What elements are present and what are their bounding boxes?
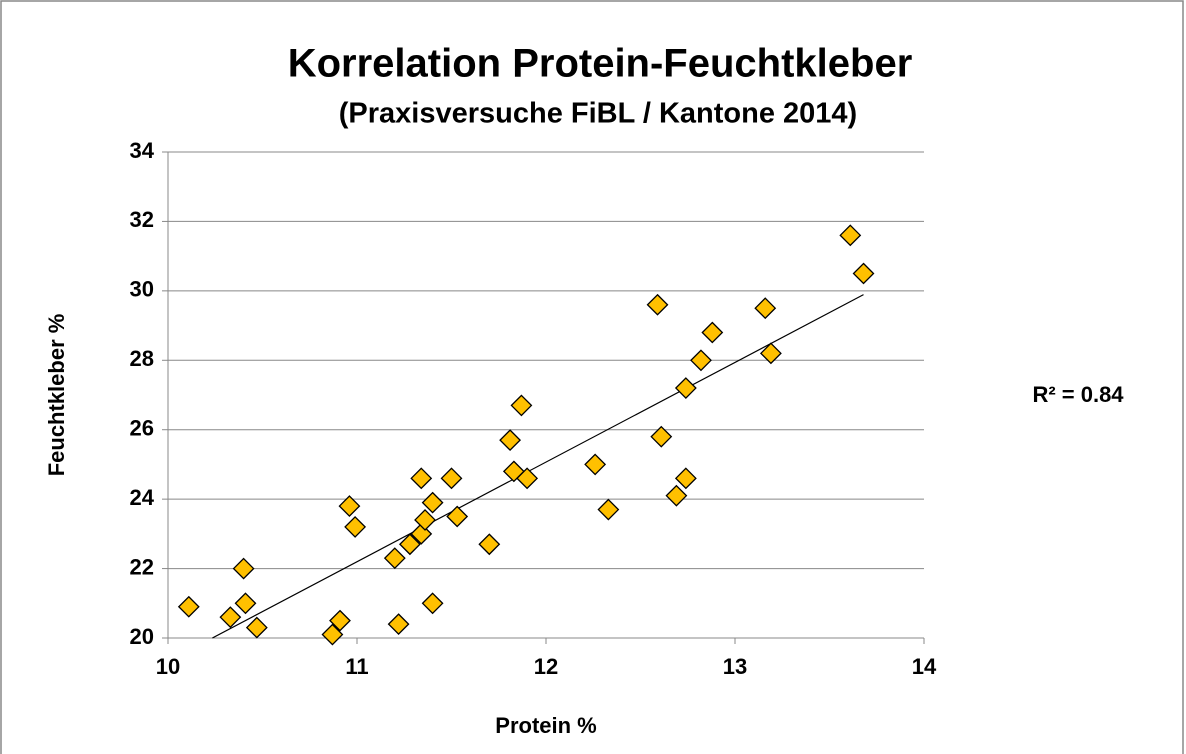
point: [597, 498, 620, 521]
point: [852, 262, 875, 285]
point: [478, 533, 501, 556]
point: [674, 467, 697, 490]
y-tick-label: 24: [130, 485, 155, 510]
point: [839, 224, 862, 247]
point: [665, 484, 688, 507]
point: [338, 495, 361, 518]
point: [414, 509, 436, 531]
annotation: R² = 0.84: [1032, 382, 1124, 407]
y-tick-label: 22: [130, 554, 154, 579]
point: [421, 491, 444, 514]
point: [440, 467, 463, 490]
point: [754, 297, 777, 320]
point: [245, 616, 268, 639]
point: [674, 377, 697, 399]
x-axis-label: Protein %: [495, 713, 596, 738]
y-tick-label: 30: [130, 277, 154, 302]
point: [410, 522, 433, 545]
point: [399, 533, 421, 556]
y-axis-label: Feuchtkleber %: [44, 314, 69, 477]
chart-title: Korrelation Protein-Feuchtkleber: [288, 42, 913, 86]
point: [701, 321, 724, 344]
point: [232, 557, 255, 580]
point: [234, 592, 257, 615]
point: [759, 342, 782, 365]
point: [446, 505, 469, 528]
point: [421, 592, 444, 615]
point: [499, 429, 522, 452]
x-tick-label: 12: [534, 654, 558, 679]
point: [584, 453, 607, 476]
point: [219, 606, 242, 629]
point: [383, 547, 406, 570]
x-tick-label: 11: [345, 654, 368, 679]
point: [650, 425, 673, 448]
y-tick-label: 32: [130, 207, 154, 232]
point: [329, 609, 351, 632]
x-tick-label: 10: [156, 654, 180, 679]
point: [690, 349, 712, 372]
chart-subtitle: (Praxisversuche FiBL / Kantone 2014): [339, 98, 857, 130]
point: [344, 515, 367, 538]
x-tick-label: 13: [723, 654, 747, 679]
y-tick-label: 26: [130, 416, 154, 441]
point: [321, 623, 344, 646]
point: [177, 595, 200, 618]
y-tick-label: 20: [130, 624, 154, 649]
point: [387, 613, 410, 636]
point: [510, 394, 533, 417]
y-tick-label: 34: [130, 138, 155, 163]
point: [410, 467, 433, 490]
point: [646, 293, 669, 316]
y-tick-label: 28: [130, 346, 154, 371]
trendline: [212, 294, 864, 639]
point: [516, 467, 539, 490]
x-tick-label: 14: [912, 654, 937, 679]
